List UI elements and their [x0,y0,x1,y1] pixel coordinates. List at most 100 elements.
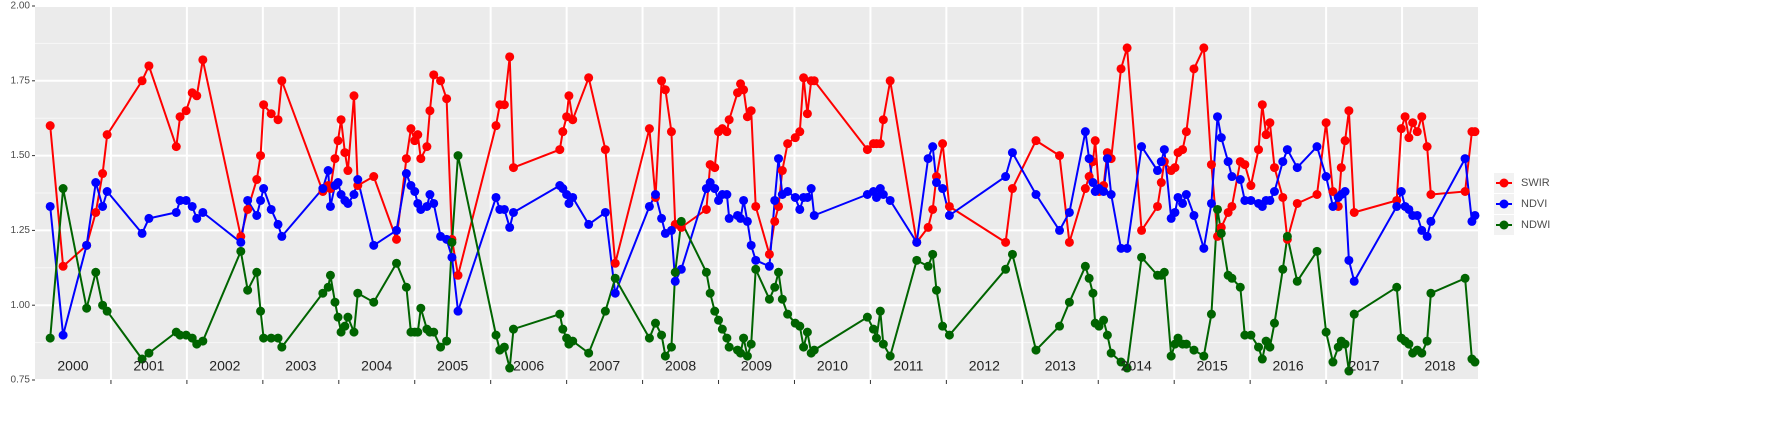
point [91,267,101,277]
y-tick-label: 1.50 [11,150,31,161]
point [369,172,379,182]
point [764,294,774,304]
point [333,136,343,146]
point [266,109,276,119]
point [1460,187,1470,197]
point [871,192,881,202]
point [266,204,276,214]
point [923,154,933,164]
axes: 0.75 1.00 1.25 1.50 1.75 2.00 2000 2001 2002 2003… [11,1,1456,386]
point [742,216,752,226]
point [192,91,202,101]
point [676,216,686,226]
point [1426,216,1436,226]
point [453,270,463,280]
point [1235,282,1245,292]
point [259,100,269,110]
point [1321,118,1331,128]
points [45,43,1480,376]
point [1007,148,1017,158]
point [1001,172,1011,182]
point [568,336,578,346]
point [799,342,809,352]
point [600,306,610,316]
point [1090,136,1100,146]
point [1278,264,1288,274]
point [343,166,353,176]
legend-point [1499,220,1509,230]
point [144,61,154,71]
point [256,306,266,316]
point [555,309,565,319]
point [392,225,402,235]
point [657,76,667,86]
point [82,240,92,250]
point [717,324,727,334]
point [790,192,800,202]
point [1254,342,1264,352]
point [416,303,426,313]
point [1404,133,1414,143]
point [795,127,805,137]
point [429,327,439,337]
point [1001,264,1011,274]
point [1116,357,1126,367]
point [1199,243,1209,253]
point [1159,267,1169,277]
point [236,237,246,247]
point [1153,201,1163,211]
point [353,175,363,185]
point [1156,178,1166,188]
point [1206,160,1216,170]
point [1088,288,1098,298]
point [1349,276,1359,286]
point [1064,207,1074,217]
point [862,145,872,155]
point [508,207,518,217]
point [724,213,734,223]
point [742,351,752,361]
point [1213,204,1223,214]
point [777,294,787,304]
point [1328,201,1338,211]
point [1254,145,1264,155]
point [1227,273,1237,283]
year-label: 2001 [133,358,164,374]
point [944,201,954,211]
point [1396,187,1406,197]
legend: SWIR NDVI NDWI [1494,173,1550,235]
point [453,306,463,316]
point [878,115,888,125]
point [1216,133,1226,143]
y-tick-label: 2.00 [11,1,31,12]
point [1312,142,1322,152]
point [657,213,667,223]
point [885,195,895,205]
year-label: 2000 [57,358,88,374]
point [809,76,819,86]
point [1246,330,1256,340]
year-label: 2004 [361,358,392,374]
y-tick-label: 1.25 [11,225,31,236]
point [1426,189,1436,199]
point [333,312,343,322]
point [558,324,568,334]
point [1156,157,1166,167]
point [809,345,819,355]
point [198,336,208,346]
point [425,189,435,199]
point [1102,330,1112,340]
point [1170,207,1180,217]
point [770,282,780,292]
point [144,348,154,358]
point [871,333,881,343]
point [1189,210,1199,220]
legend-point [1499,199,1509,209]
point [1240,160,1250,170]
point [862,312,872,322]
point [429,70,439,80]
point [256,151,266,161]
point [1340,339,1350,349]
point [1159,145,1169,155]
point [600,207,610,217]
